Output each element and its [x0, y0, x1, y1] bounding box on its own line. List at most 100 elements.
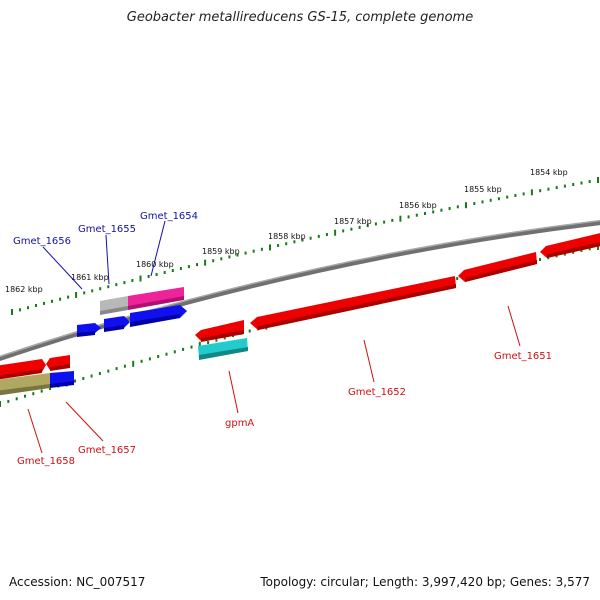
label-gmet-1651[interactable]: Gmet_1651 — [494, 351, 552, 362]
outer-minor-tick — [424, 212, 426, 215]
inner-minor-tick — [157, 355, 160, 358]
outer-minor-tick — [19, 308, 21, 312]
outer-minor-tick — [374, 222, 377, 226]
kbp-label-1860: 1860 kbp — [136, 260, 174, 269]
outer-minor-tick — [350, 227, 353, 231]
inner-minor-tick — [49, 387, 51, 390]
outer-minor-tick — [179, 267, 182, 270]
outer-minor-tick — [260, 247, 263, 251]
inner-major-tick — [0, 401, 1, 407]
accession-label: Accession: NC_007517 — [9, 575, 146, 589]
label-gmet-1652[interactable]: Gmet_1652 — [348, 387, 406, 398]
outer-major-tick — [269, 244, 271, 251]
outer-major-tick — [465, 202, 467, 209]
kbp-label-1855: 1855 kbp — [464, 185, 502, 194]
inner-minor-tick — [148, 357, 151, 361]
outer-minor-tick — [407, 215, 410, 219]
outer-minor-tick — [358, 225, 361, 229]
outer-major-tick — [334, 229, 337, 236]
outer-minor-tick — [171, 269, 174, 272]
inner-minor-tick — [107, 369, 110, 373]
label-gpma[interactable]: gpmA — [225, 418, 254, 429]
inner-minor-tick — [123, 364, 126, 368]
gene-red-gpma-above-feature[interactable] — [195, 320, 244, 342]
outer-major-tick — [597, 177, 599, 183]
outer-minor-tick — [489, 198, 492, 202]
inner-minor-tick — [248, 329, 251, 333]
outer-minor-tick — [252, 249, 255, 253]
gene-gmet-1658-feature[interactable] — [0, 373, 50, 396]
outer-minor-tick — [187, 265, 190, 269]
inner-minor-tick — [588, 247, 591, 251]
inner-minor-tick — [555, 254, 558, 258]
outer-minor-tick — [522, 192, 525, 196]
leader-gmet-1652 — [363, 339, 375, 383]
outer-major-tick — [530, 189, 533, 196]
label-gmet-1656[interactable]: Gmet_1656 — [13, 236, 71, 247]
outer-minor-tick — [415, 213, 418, 217]
inner-minor-tick — [572, 250, 575, 254]
outer-minor-tick — [277, 244, 280, 247]
gene-gmet-1654-feature[interactable] — [130, 305, 187, 327]
gene-gmet-1657-feature[interactable] — [50, 371, 74, 388]
outer-minor-tick — [391, 218, 394, 222]
label-gmet-1657[interactable]: Gmet_1657 — [78, 445, 136, 456]
outer-minor-tick — [555, 186, 558, 190]
inner-minor-tick — [74, 379, 76, 383]
outer-minor-tick — [580, 181, 583, 185]
label-gmet-1654[interactable]: Gmet_1654 — [140, 211, 198, 222]
outer-minor-tick — [123, 281, 126, 285]
outer-minor-tick — [325, 233, 328, 236]
gene-grey-forward-feature[interactable] — [100, 296, 128, 315]
inner-minor-tick — [539, 258, 541, 261]
outer-minor-tick — [67, 295, 70, 299]
kbp-label-1857: 1857 kbp — [334, 217, 372, 226]
gene-gmet-1655-feature[interactable] — [104, 316, 130, 332]
gene-gmet-1652-feature[interactable] — [250, 276, 456, 330]
outer-minor-tick — [456, 205, 459, 209]
inner-major-tick — [132, 360, 135, 367]
outer-minor-tick — [212, 259, 215, 263]
outer-major-tick — [139, 275, 142, 282]
outer-minor-tick — [27, 306, 29, 310]
outer-minor-tick — [301, 238, 304, 242]
outer-minor-tick — [59, 297, 62, 301]
leader-gmet-1657 — [65, 401, 104, 442]
outer-minor-tick — [342, 229, 345, 233]
leader-gmet-1658 — [27, 408, 43, 454]
outer-minor-tick — [440, 208, 443, 212]
kbp-label-1861: 1861 kbp — [71, 273, 109, 282]
outer-minor-tick — [163, 271, 166, 274]
outer-minor-tick — [107, 285, 110, 289]
gene-gmet-1651-feature[interactable] — [458, 252, 537, 282]
inner-minor-tick — [98, 372, 101, 375]
label-gmet-1655[interactable]: Gmet_1655 — [78, 224, 136, 235]
outer-minor-tick — [115, 283, 118, 287]
outer-major-tick — [75, 292, 78, 298]
outer-minor-tick — [432, 210, 435, 214]
label-gmet-1658[interactable]: Gmet_1658 — [17, 456, 75, 467]
kbp-label-1858: 1858 kbp — [268, 232, 306, 241]
gene-gpma-feature[interactable] — [198, 338, 248, 360]
gene-red-left2-feature[interactable] — [46, 355, 70, 371]
outer-minor-tick — [236, 253, 239, 257]
outer-minor-tick — [91, 289, 94, 293]
leader-gmet-1656 — [42, 246, 83, 290]
outer-major-tick — [399, 215, 402, 222]
gene-red-left-feature[interactable] — [0, 359, 46, 380]
gene-gmet-1656-feature[interactable] — [77, 323, 101, 337]
inner-major-tick — [198, 341, 201, 348]
outer-minor-tick — [293, 240, 296, 244]
inner-minor-tick — [223, 336, 226, 340]
outer-minor-tick — [572, 183, 575, 186]
topology-label: Topology: circular; Length: 3,997,420 bp… — [260, 575, 590, 589]
inner-minor-tick — [40, 389, 43, 393]
gene-magenta-forward-feature[interactable] — [128, 287, 184, 310]
gene-red-right-feature[interactable] — [540, 232, 600, 258]
leader-gmet-1651 — [507, 305, 521, 347]
outer-minor-tick — [448, 207, 451, 210]
inner-minor-tick — [82, 377, 85, 380]
outer-major-tick — [11, 309, 13, 315]
